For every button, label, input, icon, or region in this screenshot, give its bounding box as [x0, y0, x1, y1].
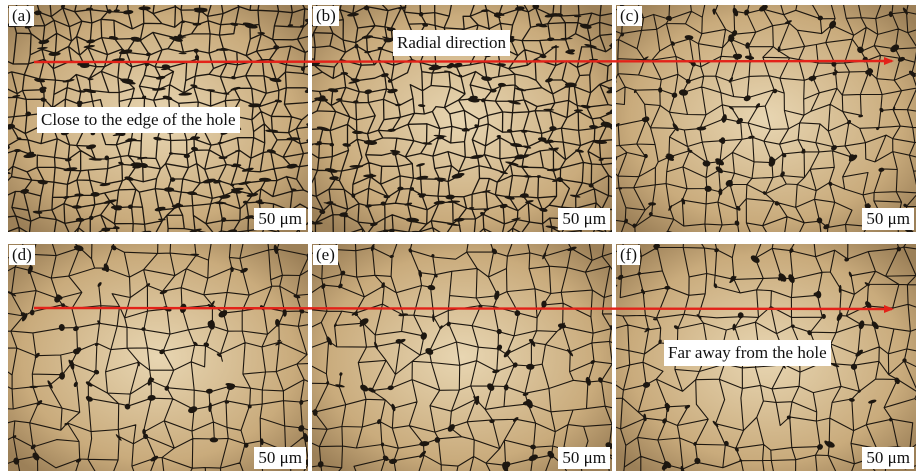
close-to-edge-label: Close to the edge of the hole [37, 107, 240, 133]
scale-bar-label-a: 50 μm [254, 208, 306, 230]
micrograph-image-e [312, 244, 612, 471]
radial-direction-label: Radial direction [393, 30, 511, 56]
scale-bar-label-c: 50 μm [862, 208, 914, 230]
micrograph-panel-b: (b) 50 μm [312, 5, 612, 232]
scale-bar-label-b: 50 μm [558, 208, 610, 230]
panel-label-a: (a) [9, 6, 34, 26]
far-from-hole-label: Far away from the hole [664, 340, 831, 366]
scale-bar-label-d: 50 μm [254, 447, 306, 469]
panel-label-d: (d) [9, 245, 35, 265]
micrograph-panel-e: (e) 50 μm [312, 244, 612, 471]
scale-bar-label-f: 50 μm [862, 447, 914, 469]
micrograph-image-b [312, 5, 612, 232]
panel-label-c: (c) [617, 6, 642, 26]
panel-label-b: (b) [313, 6, 339, 26]
panel-label-f: (f) [617, 245, 640, 265]
scale-bar-label-e: 50 μm [558, 447, 610, 469]
micrograph-image-c [616, 5, 916, 232]
micrograph-panel-d: (d) 50 μm [8, 244, 308, 471]
panel-label-e: (e) [313, 245, 338, 265]
micrograph-panel-c: (c) 50 μm [616, 5, 916, 232]
micrograph-image-d [8, 244, 308, 471]
